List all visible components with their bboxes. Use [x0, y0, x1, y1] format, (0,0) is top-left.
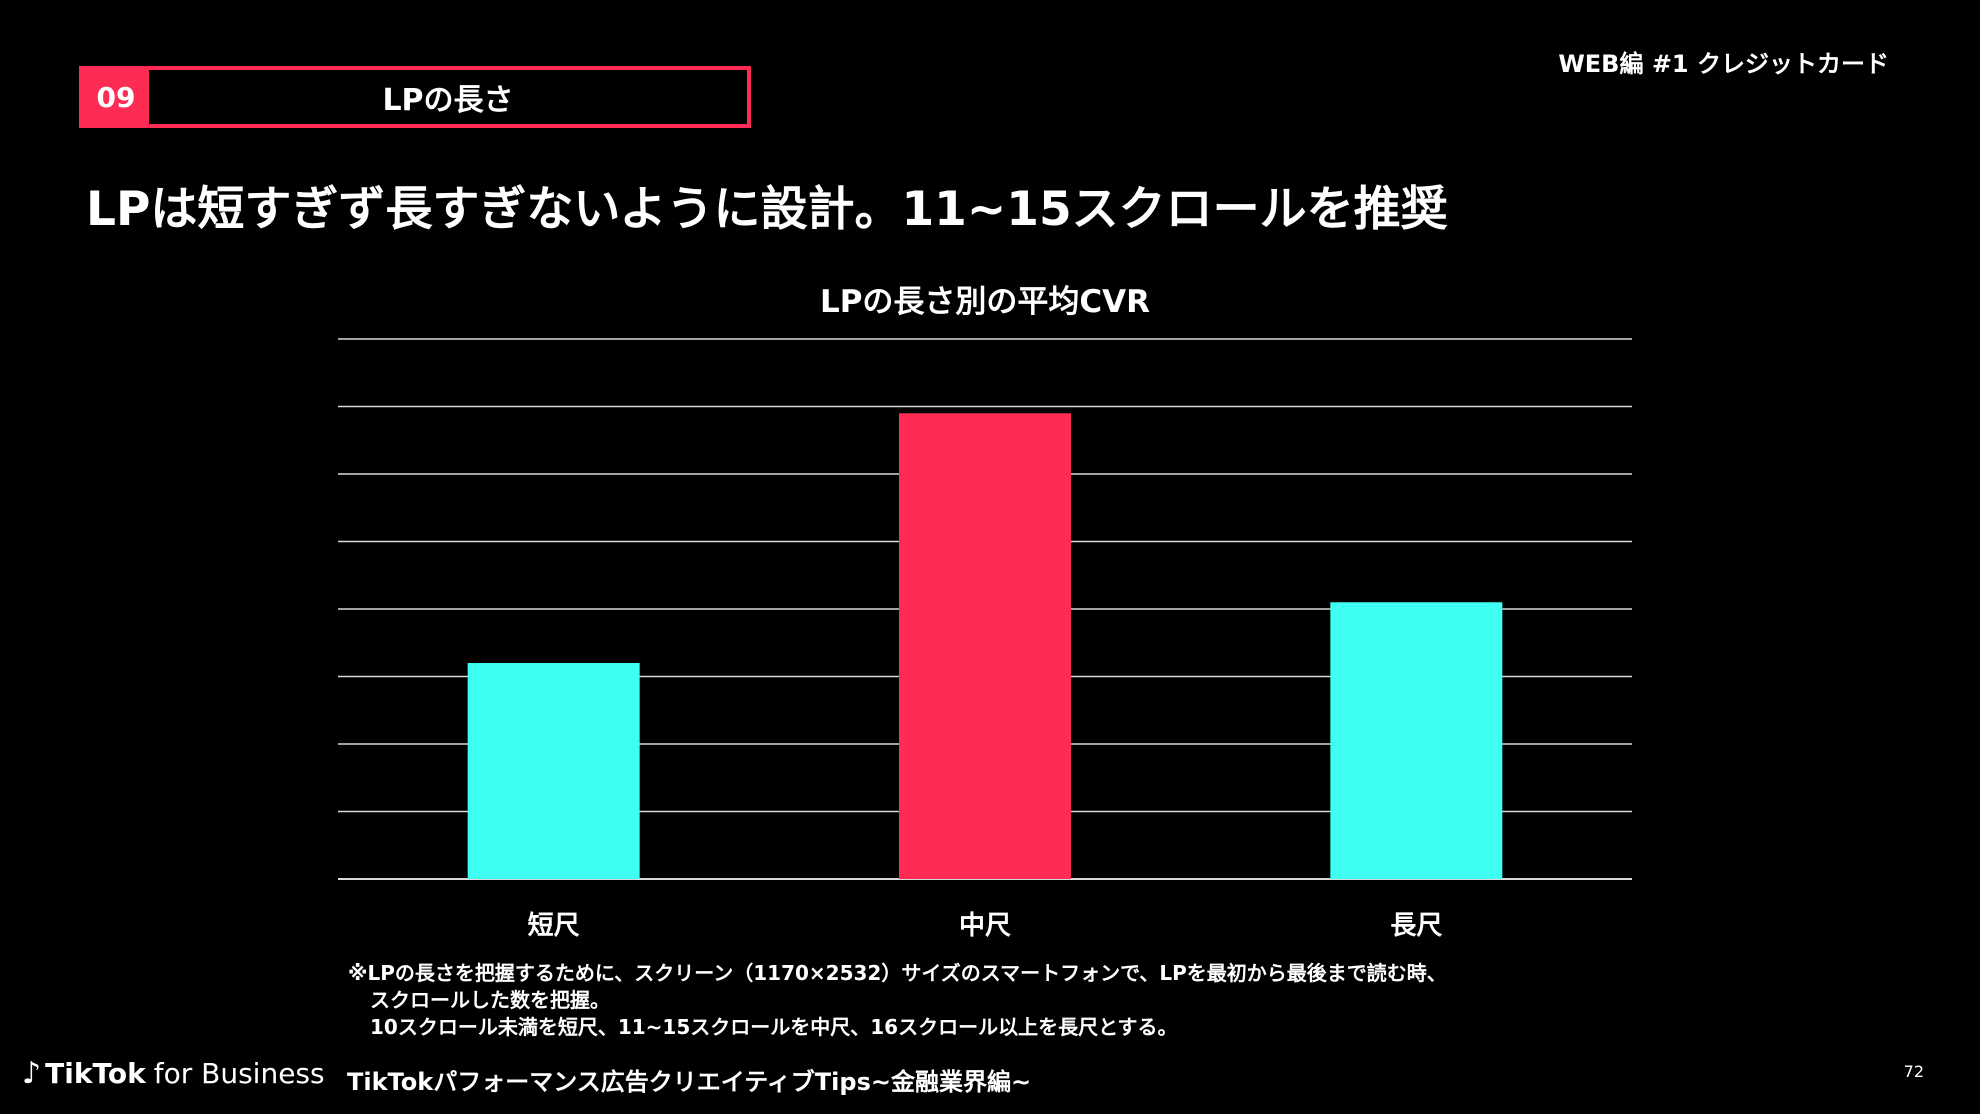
- bar-2: [899, 413, 1071, 879]
- footnote-line-3: 10スクロール未満を短尺、11~15スクロールを中尺、16スクロール以上を長尺と…: [370, 1015, 1178, 1039]
- bar-1: [467, 663, 640, 879]
- x-tick-label: 中尺: [959, 911, 1011, 941]
- page-headline: LPは短すぎず長すぎないように設計。11~15スクロールを推奨: [86, 182, 1448, 237]
- footer-title: TikTokパフォーマンス広告クリエイティブTips~金融業界編~: [347, 1068, 1032, 1096]
- x-tick-label: 短尺: [528, 911, 580, 941]
- page-number: 72: [1903, 1062, 1924, 1081]
- logo-brand: TikTok: [45, 1057, 146, 1090]
- logo-suffix: for Business: [153, 1057, 325, 1090]
- footnote-line-2: スクロールした数を把握。: [370, 988, 610, 1012]
- chart-title: LPの長さ別の平均CVR: [819, 284, 1151, 320]
- footnote: ※LPの長さを把握するために、スクリーン（1170×2532）サイズのスマートフ…: [348, 960, 1447, 1041]
- category-label: WEB編 #1 クレジットカード: [1558, 50, 1889, 78]
- section-tag: 09 LPの長さ: [79, 66, 751, 128]
- section-number: 09: [83, 70, 149, 124]
- bar-3: [1330, 602, 1503, 879]
- footnote-line-1: ※LPの長さを把握するために、スクリーン（1170×2532）サイズのスマートフ…: [348, 961, 1447, 985]
- section-title: LPの長さ: [382, 83, 514, 118]
- bar-chart: 短尺 中尺 長尺: [338, 338, 1632, 941]
- tiktok-note-icon: ♪: [22, 1056, 42, 1091]
- tiktok-logo: ♪ TikTok for Business: [22, 1056, 325, 1091]
- x-tick-label: 長尺: [1390, 911, 1442, 941]
